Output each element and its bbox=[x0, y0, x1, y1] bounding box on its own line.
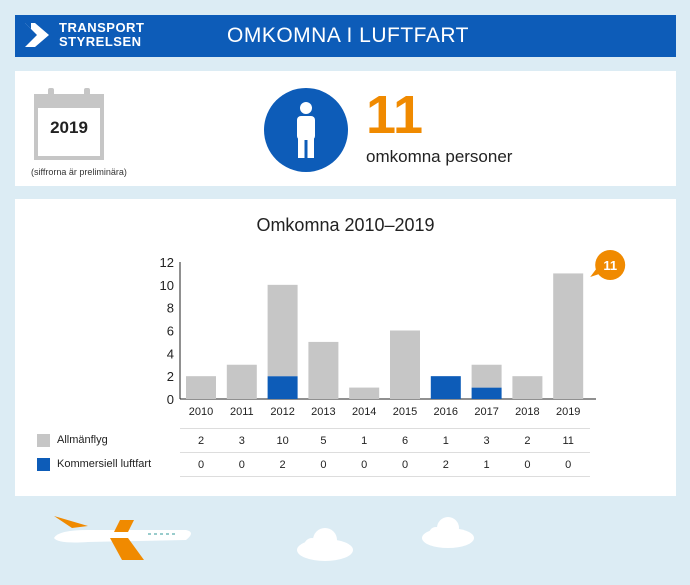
y-tick-label: 2 bbox=[167, 369, 174, 384]
brand-line1: TRANSPORT bbox=[59, 20, 145, 35]
bar-general-aviation bbox=[308, 341, 339, 399]
callout-pointer bbox=[590, 269, 603, 277]
table-row-divider bbox=[180, 428, 590, 429]
table-cell: 3 bbox=[483, 435, 490, 447]
table-cell: 0 bbox=[524, 459, 531, 471]
bar-general-aviation bbox=[186, 376, 216, 399]
bar-general-aviation bbox=[349, 387, 380, 399]
y-tick-label: 4 bbox=[167, 346, 174, 361]
table-cell: 5 bbox=[320, 435, 327, 447]
bar-general-aviation bbox=[267, 284, 298, 377]
page-title: OMKOMNA I LUFTFART bbox=[227, 24, 469, 47]
bar-general-aviation bbox=[512, 376, 543, 399]
table-cell: 3 bbox=[238, 435, 245, 447]
table-cell: 0 bbox=[320, 459, 327, 471]
x-tick-label: 2016 bbox=[434, 406, 458, 418]
y-tick-label: 6 bbox=[167, 324, 174, 339]
bar-commercial bbox=[267, 376, 298, 399]
fatalities-count: 11 bbox=[366, 85, 424, 145]
table-cell: 6 bbox=[401, 435, 409, 447]
bar-general-aviation bbox=[471, 364, 502, 388]
legend-swatch bbox=[37, 434, 50, 447]
bar-commercial bbox=[471, 387, 502, 399]
table-cell: 0 bbox=[401, 459, 409, 471]
table-cell: 2 bbox=[524, 435, 531, 447]
table-row-divider bbox=[180, 476, 590, 477]
table-cell: 1 bbox=[442, 435, 449, 447]
y-tick-label: 10 bbox=[160, 278, 174, 293]
x-tick-label: 2010 bbox=[189, 406, 213, 418]
callout-badge bbox=[595, 250, 626, 280]
calendar-icon bbox=[34, 88, 104, 160]
x-tick-label: 2019 bbox=[556, 406, 580, 418]
person-icon bbox=[264, 88, 348, 172]
airplane-icon bbox=[54, 516, 191, 560]
x-tick-label: 2015 bbox=[393, 406, 417, 418]
table-cell: 2 bbox=[279, 459, 286, 471]
bar-commercial bbox=[430, 376, 461, 399]
table-cell: 1 bbox=[483, 459, 490, 471]
cloud-icon bbox=[297, 528, 353, 561]
x-tick-label: 2018 bbox=[515, 406, 539, 418]
bar-general-aviation bbox=[553, 273, 584, 399]
y-tick-label: 8 bbox=[167, 301, 174, 316]
x-tick-label: 2013 bbox=[311, 406, 335, 418]
table-cell: 10 bbox=[276, 435, 289, 447]
legend-label: Kommersiell luftfart bbox=[57, 458, 152, 470]
bar-chart: 0 2 4 6 8 10 12 2010 2011 2012 2013 2014 2015 2016 201… bbox=[160, 250, 626, 418]
table-cell: 0 bbox=[361, 459, 368, 471]
table-cell: 1 bbox=[361, 435, 368, 447]
y-tick-label: 0 bbox=[167, 392, 174, 407]
x-tick-label: 2017 bbox=[474, 406, 498, 418]
table-cell: 2 bbox=[197, 435, 205, 447]
callout-label: 11 bbox=[603, 258, 617, 273]
x-tick-label: 2011 bbox=[230, 406, 254, 418]
legend-label: Allmänflyg bbox=[57, 434, 108, 446]
fatalities-label: omkomna personer bbox=[366, 147, 513, 166]
y-tick-label: 12 bbox=[160, 255, 174, 270]
transportstyrelsen-logo-icon bbox=[25, 23, 49, 47]
table-cell: 0 bbox=[197, 459, 205, 471]
bar-general-aviation bbox=[226, 364, 257, 399]
header-banner: TRANSPORT STYRELSEN OMKOMNA I LUFTFART bbox=[15, 15, 676, 57]
summary-card: 2019 (siffrorna är preliminära) 11 omkom… bbox=[15, 71, 676, 186]
preliminary-note: (siffrorna är preliminära) bbox=[31, 167, 127, 177]
chart-title: Omkomna 2010–2019 bbox=[256, 215, 435, 235]
x-tick-label: 2012 bbox=[270, 406, 294, 418]
table-cell: 11 bbox=[562, 435, 574, 447]
brand-line2: STYRELSEN bbox=[59, 34, 142, 49]
table-row-divider bbox=[180, 452, 590, 453]
table-cell: 0 bbox=[565, 459, 572, 471]
brand-name: TRANSPORT STYRELSEN bbox=[59, 21, 144, 49]
x-tick-label: 2014 bbox=[352, 406, 376, 418]
calendar-year: 2019 bbox=[50, 118, 88, 137]
cloud-icon bbox=[422, 517, 474, 548]
table-cell: 0 bbox=[238, 459, 245, 471]
legend-swatch bbox=[37, 458, 50, 471]
chart-card: Omkomna 2010–2019 0 2 4 6 8 10 12 2010 2011 2012 2… bbox=[15, 199, 676, 496]
table-cell: 2 bbox=[442, 459, 449, 471]
bar-general-aviation bbox=[390, 330, 420, 399]
